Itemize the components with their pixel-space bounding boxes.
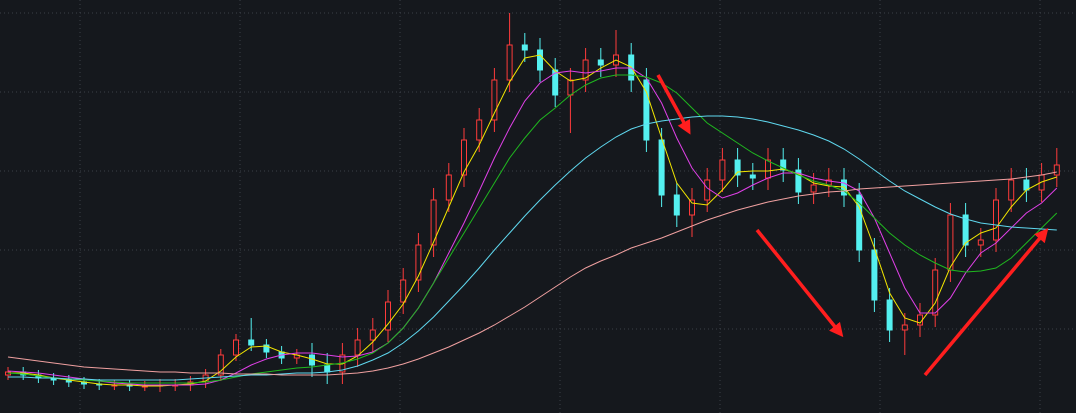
candle-body: [993, 199, 999, 241]
candle: [248, 318, 255, 351]
arrow: [755, 228, 844, 338]
candle-body: [901, 324, 908, 331]
candle-body: [445, 174, 452, 201]
candle: [1008, 168, 1015, 212]
candle: [597, 48, 604, 77]
candle-body: [248, 339, 255, 346]
candle-body: [658, 139, 665, 196]
candle: [901, 313, 908, 355]
candle-body: [567, 79, 574, 96]
candle-body: [537, 49, 543, 71]
candle-body: [795, 169, 802, 193]
candle-body: [765, 159, 771, 179]
candle-body: [673, 194, 680, 216]
plot: [5, 13, 1060, 392]
candle-body: [871, 249, 878, 301]
candle-body: [506, 44, 513, 81]
candle-body: [582, 59, 589, 81]
candle: [780, 148, 787, 182]
ma-line: [7, 74, 1058, 384]
candle: [643, 68, 650, 152]
candle: [430, 188, 437, 257]
annotations: [656, 74, 1049, 377]
candle: [263, 339, 270, 358]
candle: [217, 349, 224, 381]
ma-line: [7, 171, 1057, 376]
candle: [552, 58, 559, 107]
candle-body: [962, 214, 969, 246]
candle-body: [217, 354, 224, 376]
candle: [719, 148, 726, 192]
candle-body: [856, 194, 863, 251]
candle: [537, 38, 543, 82]
candle-body: [461, 139, 467, 176]
candle: [886, 288, 893, 342]
candle: [932, 258, 939, 327]
candle-body: [719, 159, 726, 181]
candle-body: [400, 279, 407, 303]
candle-body: [689, 199, 695, 216]
candle-body: [491, 79, 498, 121]
candle-body: [749, 174, 756, 179]
candle: [689, 188, 695, 237]
candle: [445, 163, 452, 212]
candle: [400, 268, 407, 314]
candle: [1053, 148, 1060, 187]
candle-body: [704, 179, 711, 201]
candle-body: [552, 69, 559, 96]
candle: [369, 318, 376, 352]
candle-body: [430, 199, 437, 246]
candle: [658, 128, 665, 207]
candle-body: [810, 184, 817, 193]
candle: [506, 13, 513, 92]
candle-body: [263, 344, 270, 353]
candle-body: [385, 301, 391, 331]
candle: [962, 203, 969, 257]
candle-body: [597, 59, 604, 66]
candle-body: [977, 239, 984, 246]
candle: [354, 328, 361, 367]
candle-body: [780, 159, 787, 171]
candle-body: [521, 44, 528, 51]
candle-body: [354, 339, 361, 356]
ma-line: [8, 115, 1057, 381]
candle-body: [476, 119, 483, 141]
candle-body: [415, 244, 422, 281]
candle: [415, 233, 422, 292]
candle: [871, 238, 878, 312]
candle-body: [734, 159, 741, 176]
candle-body: [233, 339, 239, 356]
ma-line: [7, 67, 1058, 386]
candle: [856, 183, 863, 262]
candle: [673, 183, 680, 227]
candle-body: [1008, 179, 1015, 201]
candle-body: [1053, 164, 1060, 176]
arrow: [656, 74, 691, 135]
candle-body: [369, 329, 376, 341]
candle: [734, 148, 741, 187]
candle: [385, 290, 391, 342]
arrow: [923, 227, 1049, 377]
candle: [491, 68, 498, 132]
candle-body: [947, 214, 954, 271]
candle-body: [1023, 179, 1030, 191]
candle-body: [886, 299, 893, 331]
candle: [461, 128, 467, 187]
candle-body: [324, 364, 331, 373]
candle-body: [643, 79, 650, 141]
candle: [521, 33, 528, 62]
candle: [993, 188, 999, 252]
candle-body: [932, 269, 939, 316]
